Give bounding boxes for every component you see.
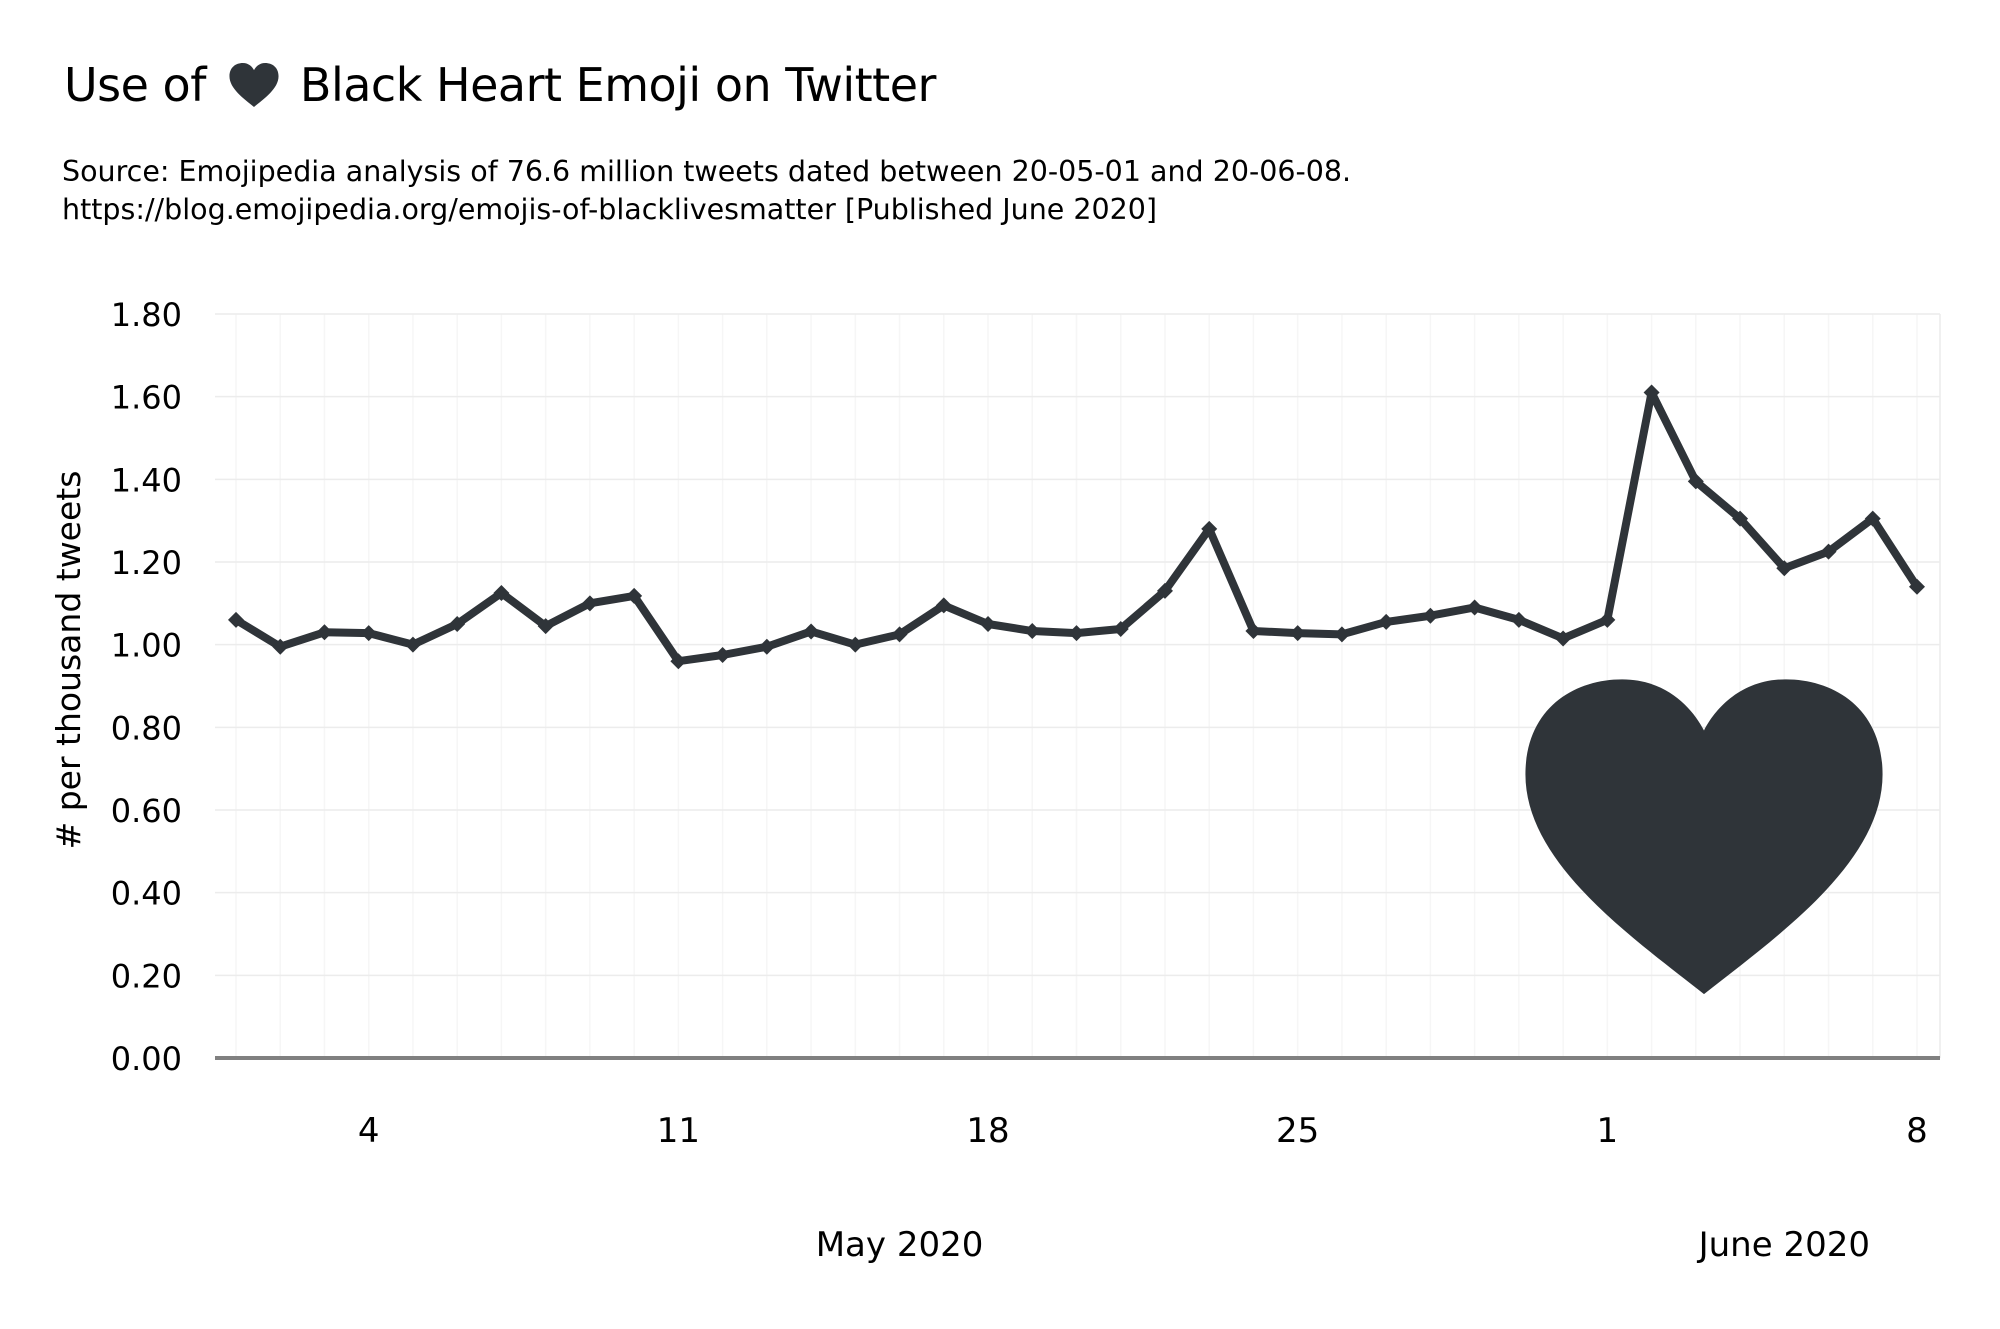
data-point-marker bbox=[1599, 611, 1616, 628]
x-axis-ticks: 4 11 18 25 1 8 bbox=[358, 1111, 1928, 1151]
data-point-marker bbox=[1245, 623, 1262, 640]
x-tick-label: 1 bbox=[1597, 1111, 1619, 1151]
data-point-marker bbox=[847, 636, 864, 653]
data-point-marker bbox=[360, 625, 377, 642]
chart-title-suffix: Black Heart Emoji on Twitter bbox=[299, 58, 937, 112]
data-point-marker bbox=[714, 647, 731, 663]
data-point-marker bbox=[1068, 625, 1085, 642]
y-tick-label: 1.80 bbox=[111, 296, 182, 334]
x-tick-label: 4 bbox=[358, 1111, 380, 1151]
y-tick-label: 1.40 bbox=[111, 461, 182, 499]
data-point-marker bbox=[758, 638, 775, 655]
data-point-marker bbox=[581, 595, 598, 612]
data-point-marker bbox=[272, 638, 289, 655]
data-point-marker bbox=[1732, 510, 1749, 527]
data-point-marker bbox=[891, 626, 908, 643]
data-point-marker bbox=[1156, 582, 1173, 599]
y-tick-label: 0.20 bbox=[111, 957, 182, 995]
data-point-marker bbox=[493, 585, 510, 601]
data-point-marker bbox=[980, 616, 997, 632]
month-label: June 2020 bbox=[1697, 1225, 1870, 1265]
y-tick-label: 0.80 bbox=[111, 709, 182, 747]
y-tick-label: 0.00 bbox=[111, 1040, 182, 1078]
data-point-marker bbox=[1909, 578, 1925, 595]
minor-gridlines bbox=[235, 314, 1941, 1058]
x-tick-label: 25 bbox=[1276, 1111, 1319, 1151]
chart-title: Use of Black Heart Emoji on Twitter bbox=[64, 50, 936, 120]
data-point-marker bbox=[1112, 620, 1129, 637]
y-tick-label: 1.00 bbox=[111, 627, 182, 665]
data-point-marker bbox=[1643, 384, 1660, 401]
month-labels: May 2020 June 2020 bbox=[816, 1225, 1870, 1265]
x-tick-label: 11 bbox=[657, 1111, 700, 1151]
data-point-marker bbox=[228, 611, 244, 628]
data-point-marker bbox=[1289, 625, 1306, 642]
data-point-marker bbox=[1687, 473, 1704, 490]
data-point-marker bbox=[935, 597, 952, 614]
data-point-marker bbox=[1422, 607, 1439, 624]
y-tick-label: 0.40 bbox=[111, 875, 182, 913]
chart-subtitle: Source: Emojipedia analysis of 76.6 mill… bbox=[62, 153, 1351, 229]
large-black-heart-shape bbox=[1525, 679, 1883, 995]
data-point-marker bbox=[449, 616, 466, 632]
series-line-group bbox=[228, 384, 1925, 670]
data-point-marker bbox=[1378, 613, 1395, 630]
y-tick-label: 0.60 bbox=[111, 792, 182, 830]
data-point-marker bbox=[670, 653, 687, 670]
data-point-marker bbox=[803, 623, 820, 640]
black-heart-icon bbox=[229, 63, 279, 107]
subtitle-source-line: Source: Emojipedia analysis of 76.6 mill… bbox=[62, 155, 1352, 188]
chart-title-prefix: Use of bbox=[64, 58, 206, 112]
large-black-heart-icon bbox=[1525, 679, 1883, 995]
data-point-marker bbox=[1776, 560, 1793, 577]
data-point-marker bbox=[626, 587, 643, 604]
data-point-marker bbox=[1820, 543, 1837, 560]
data-point-marker bbox=[1024, 623, 1041, 640]
data-point-marker bbox=[404, 636, 421, 653]
x-tick-label: 8 bbox=[1906, 1111, 1928, 1151]
data-point-marker bbox=[1510, 611, 1527, 628]
data-point-marker bbox=[316, 624, 333, 641]
data-point-marker bbox=[1201, 520, 1218, 537]
data-point-marker bbox=[1555, 630, 1572, 647]
y-tick-label: 1.60 bbox=[111, 379, 182, 417]
y-tick-label: 1.20 bbox=[111, 544, 182, 582]
subtitle-url-line: https://blog.emojipedia.org/emojis-of-bl… bbox=[62, 193, 1158, 226]
data-point-marker bbox=[1466, 599, 1483, 616]
month-label: May 2020 bbox=[816, 1225, 984, 1265]
data-point-marker bbox=[1864, 510, 1881, 527]
y-axis-ticks: 0.00 0.20 0.40 0.60 0.80 1.00 1.20 1.40 1.60 1.80 bbox=[111, 296, 182, 1078]
y-axis-label: # per thousand tweets bbox=[49, 471, 88, 850]
data-point-marker bbox=[537, 618, 554, 635]
x-tick-label: 18 bbox=[966, 1111, 1009, 1151]
data-point-marker bbox=[1333, 626, 1350, 643]
